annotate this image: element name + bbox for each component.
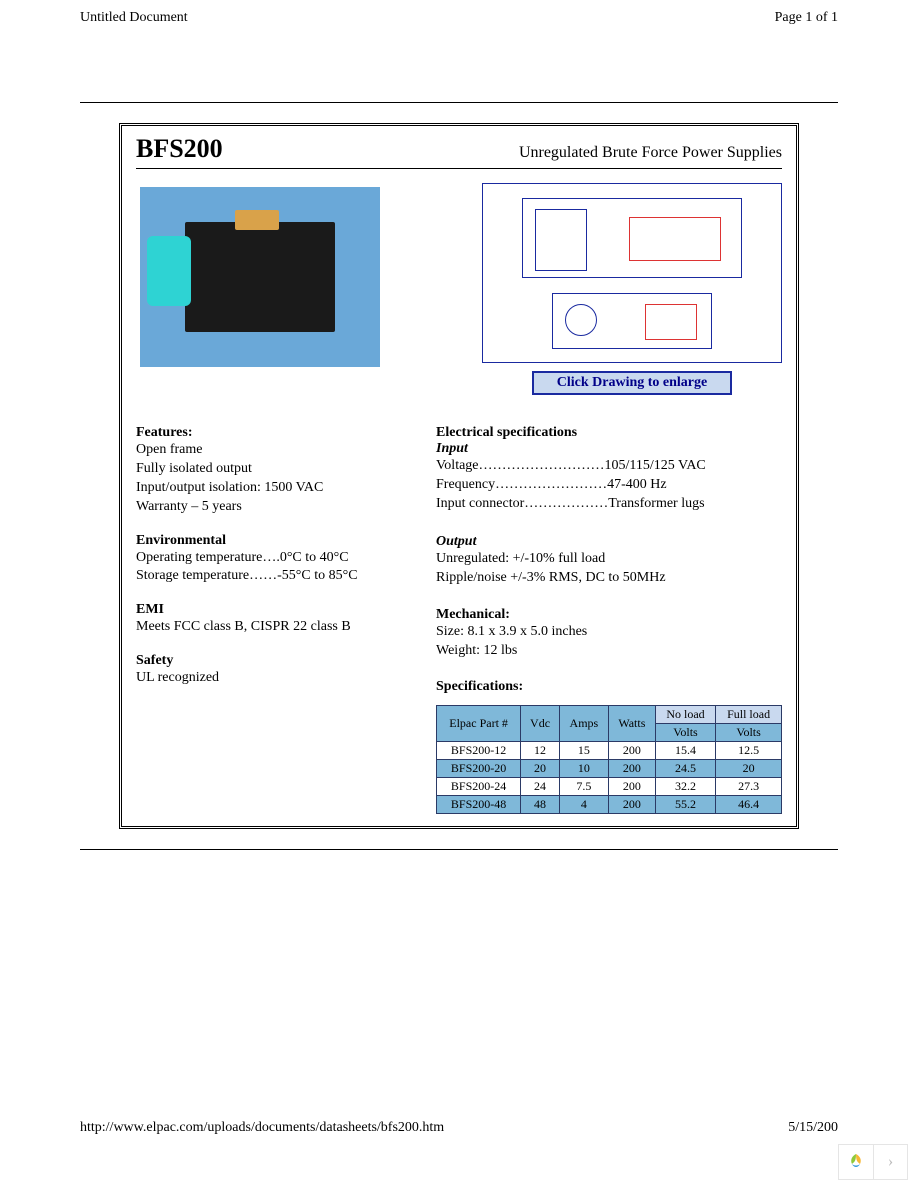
- emi-line: Meets FCC class B, CISPR 22 class B: [136, 618, 416, 637]
- table-row: BFS200-24247.520032.227.3: [437, 778, 782, 796]
- environmental-heading: Environmental: [136, 533, 416, 549]
- input-line: Input connector………………Transformer lugs: [436, 495, 782, 514]
- enlarge-button[interactable]: Click Drawing to enlarge: [532, 371, 732, 395]
- mechanical-heading: Mechanical:: [436, 607, 782, 623]
- mech-line: Weight: 12 lbs: [436, 642, 782, 661]
- specifications-heading: Specifications:: [436, 679, 782, 695]
- output-line: Unregulated: +/-10% full load: [436, 550, 782, 569]
- top-rule: [80, 102, 838, 103]
- col-header: Vdc: [521, 706, 560, 742]
- col-header: Volts: [716, 724, 782, 742]
- table-row: BFS200-20201020024.520: [437, 760, 782, 778]
- table-row: BFS200-12121520015.412.5: [437, 742, 782, 760]
- doc-title: Untitled Document: [80, 10, 188, 26]
- mech-line: Size: 8.1 x 3.9 x 5.0 inches: [436, 623, 782, 642]
- product-photo: [140, 187, 380, 367]
- electrical-heading: Electrical specifications: [436, 425, 782, 441]
- emi-heading: EMI: [136, 602, 416, 618]
- specifications-table: Elpac Part # Vdc Amps Watts No load Full…: [436, 705, 782, 814]
- footer-url: http://www.elpac.com/uploads/documents/d…: [80, 1120, 444, 1136]
- feature-line: Fully isolated output: [136, 460, 416, 479]
- feature-line: Warranty – 5 years: [136, 498, 416, 517]
- col-header: Watts: [608, 706, 655, 742]
- group-header: Full load: [716, 706, 782, 724]
- feature-line: Input/output isolation: 1500 VAC: [136, 479, 416, 498]
- feature-line: Open frame: [136, 441, 416, 460]
- env-line: Operating temperature….0°C to 40°C: [136, 549, 416, 568]
- input-line: Voltage………………………105/115/125 VAC: [436, 457, 782, 476]
- subtitle: Unregulated Brute Force Power Supplies: [519, 144, 782, 162]
- bottom-rule: [80, 849, 838, 850]
- model-name: BFS200: [136, 134, 223, 164]
- table-row: BFS200-4848420055.246.4: [437, 796, 782, 814]
- safety-line: UL recognized: [136, 669, 416, 688]
- next-page-button[interactable]: ›: [874, 1144, 908, 1180]
- col-header: Amps: [559, 706, 608, 742]
- mechanical-drawing[interactable]: [482, 183, 782, 363]
- datasheet-frame: BFS200 Unregulated Brute Force Power Sup…: [119, 123, 799, 829]
- safety-heading: Safety: [136, 653, 416, 669]
- page-number: Page 1 of 1: [775, 10, 838, 26]
- input-line: Frequency……………………47-400 Hz: [436, 476, 782, 495]
- output-line: Ripple/noise +/-3% RMS, DC to 50MHz: [436, 569, 782, 588]
- env-line: Storage temperature……-55°C to 85°C: [136, 567, 416, 586]
- app-logo-icon[interactable]: [838, 1144, 874, 1180]
- input-heading: Input: [436, 441, 782, 457]
- chevron-right-icon: ›: [888, 1153, 893, 1171]
- footer-date: 5/15/200: [788, 1120, 838, 1136]
- output-heading: Output: [436, 534, 782, 550]
- col-header: Elpac Part #: [437, 706, 521, 742]
- col-header: Volts: [655, 724, 715, 742]
- group-header: No load: [655, 706, 715, 724]
- features-heading: Features:: [136, 425, 416, 441]
